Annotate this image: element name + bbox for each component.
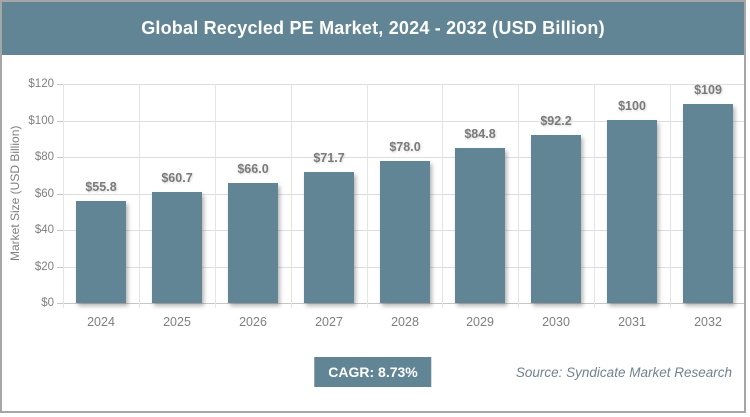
chart-title: Global Recycled PE Market, 2024 - 2032 (… xyxy=(141,18,605,38)
y-tick-label: $40 xyxy=(34,224,54,236)
h-gridline xyxy=(63,157,744,158)
x-tick-label: 2027 xyxy=(315,315,343,329)
y-tick-label: $20 xyxy=(34,260,54,273)
h-gridline xyxy=(63,303,744,304)
y-tick-mark xyxy=(57,230,63,231)
x-tick-label: 2026 xyxy=(239,315,267,329)
v-gridline xyxy=(291,84,292,308)
chart-footer: CAGR: 8.73% Source: Syndicate Market Res… xyxy=(2,345,744,411)
v-gridline xyxy=(63,84,64,308)
x-tick-label: 2028 xyxy=(391,315,419,329)
x-tick-label: 2024 xyxy=(87,315,115,329)
bar-2031 xyxy=(607,120,657,303)
chart-area: Market Size (USD Billion) $0 $20 $40 $60 $80… xyxy=(2,55,744,345)
bar-value-label: $78.0 xyxy=(389,140,421,154)
bar-value-label: $92.2 xyxy=(540,114,572,128)
y-tick-mark xyxy=(57,303,63,304)
bar-2026 xyxy=(228,183,278,303)
y-tick-label: $80 xyxy=(34,151,54,163)
cagr-badge: CAGR: 8.73% xyxy=(314,357,432,387)
y-tick-label: $100 xyxy=(28,114,54,127)
h-gridline xyxy=(63,120,744,122)
y-tick-mark xyxy=(57,266,63,268)
y-tick-mark xyxy=(57,193,63,195)
bar-value-label: $71.7 xyxy=(313,151,345,165)
y-tick-mark xyxy=(57,84,63,85)
v-gridline xyxy=(518,84,519,308)
bar-2028 xyxy=(380,161,430,303)
chart-title-bar: Global Recycled PE Market, 2024 - 2032 (… xyxy=(2,2,744,55)
bar-value-label: $60.7 xyxy=(161,171,193,185)
v-gridline xyxy=(367,84,368,308)
bar-2030 xyxy=(531,135,581,303)
y-tick-label: $0 xyxy=(41,297,54,309)
bar-2027 xyxy=(304,172,354,303)
x-tick-label: 2030 xyxy=(542,315,570,329)
y-tick-mark xyxy=(57,120,63,122)
source-attribution: Source: Syndicate Market Research xyxy=(515,365,732,380)
x-tick-label: 2025 xyxy=(163,315,191,329)
v-gridline xyxy=(215,84,216,308)
v-gridline xyxy=(139,84,140,308)
bar-value-label: $109 xyxy=(694,83,722,97)
bar-value-label: $66.0 xyxy=(237,162,269,176)
plot-area: $0 $20 $40 $60 $80 $100 $120 $55.8 $60.7 $66.0 $71… xyxy=(28,78,744,309)
x-tick-label: 2031 xyxy=(618,315,646,329)
y-tick-mark xyxy=(57,157,63,158)
x-tick-label: 2032 xyxy=(694,315,722,329)
x-axis-labels: 2024 2025 2026 2027 2028 2029 2030 2031 2032 xyxy=(63,315,744,333)
bar-value-label: $55.8 xyxy=(85,180,117,194)
bar-value-label: $84.8 xyxy=(464,127,496,141)
x-tick-label: 2029 xyxy=(466,315,494,329)
bar-value-label: $100 xyxy=(618,99,646,113)
bar-2029 xyxy=(455,148,505,303)
bar-2024 xyxy=(76,201,126,303)
y-tick-label: $60 xyxy=(34,187,54,200)
bar-2032 xyxy=(683,104,733,303)
v-gridline xyxy=(594,84,595,308)
h-gridline xyxy=(63,84,744,85)
v-gridline xyxy=(670,84,671,308)
v-gridline xyxy=(442,84,443,308)
y-tick-label: $120 xyxy=(28,78,54,90)
bar-2025 xyxy=(152,192,202,303)
